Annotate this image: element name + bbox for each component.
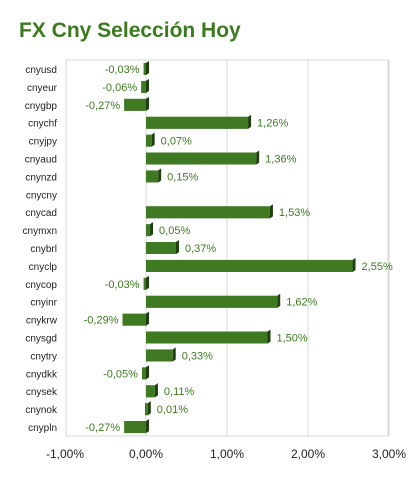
bar bbox=[146, 295, 278, 308]
bar bbox=[146, 349, 173, 362]
bar bbox=[146, 170, 159, 183]
bar bbox=[146, 152, 257, 165]
bar bbox=[143, 277, 146, 290]
category-label: cnysek bbox=[26, 387, 58, 398]
bar bbox=[124, 421, 146, 433]
bar bbox=[146, 206, 270, 219]
bar bbox=[146, 116, 249, 129]
bar-side bbox=[269, 204, 273, 219]
data-label: 1,26% bbox=[257, 118, 288, 130]
bar bbox=[146, 242, 176, 254]
bar-side bbox=[151, 132, 155, 147]
bar bbox=[122, 313, 146, 326]
bar-side bbox=[146, 78, 149, 93]
bar-side bbox=[146, 275, 149, 290]
category-label: cnyclp bbox=[29, 262, 58, 273]
chart-title: FX Cny Selección Hoy bbox=[19, 19, 241, 42]
bar-side bbox=[146, 419, 149, 433]
data-label: 1,53% bbox=[279, 207, 310, 219]
category-label: cnycad bbox=[25, 208, 57, 219]
bar-side bbox=[158, 168, 162, 183]
bar bbox=[146, 385, 155, 398]
bar bbox=[124, 98, 146, 111]
bar bbox=[143, 63, 146, 75]
data-label: -0,27% bbox=[85, 100, 120, 112]
x-tick-label: 2,00% bbox=[291, 447, 325, 461]
data-label: 0,05% bbox=[159, 225, 190, 237]
data-label: -0,03% bbox=[105, 279, 140, 291]
category-label: cnykrw bbox=[26, 316, 58, 327]
category-label: cnycop bbox=[25, 280, 57, 291]
data-label: -0,03% bbox=[105, 64, 140, 76]
bar bbox=[146, 259, 353, 272]
bar bbox=[141, 80, 146, 93]
category-label: cnydkk bbox=[26, 369, 58, 380]
category-label: cnyinr bbox=[30, 298, 57, 309]
category-label: cnynok bbox=[25, 405, 58, 416]
category-label: cnysgd bbox=[25, 334, 57, 345]
category-label: cnytry bbox=[30, 351, 57, 362]
bar-side bbox=[150, 222, 154, 237]
bar-side bbox=[147, 401, 151, 416]
bar bbox=[145, 403, 148, 416]
bar-side bbox=[175, 240, 179, 254]
bar-side bbox=[146, 365, 149, 380]
data-label: 1,36% bbox=[265, 154, 296, 166]
category-label: cnypln bbox=[28, 423, 57, 434]
bar-side bbox=[267, 329, 271, 344]
bar-side bbox=[277, 293, 281, 308]
category-label: cnygbp bbox=[25, 101, 58, 112]
category-label: cnyjpy bbox=[29, 137, 57, 148]
category-label: cnychf bbox=[28, 119, 57, 130]
data-label: -0,29% bbox=[84, 315, 119, 327]
bar-side bbox=[352, 257, 356, 272]
data-label: 0,07% bbox=[161, 136, 192, 148]
bar bbox=[146, 134, 152, 147]
data-label: 0,37% bbox=[185, 243, 216, 255]
bar-side bbox=[256, 150, 260, 165]
x-tick-label: -1,00% bbox=[46, 447, 84, 461]
x-tick-label: 1,00% bbox=[210, 447, 244, 461]
category-label: cnynzd bbox=[25, 172, 57, 183]
data-label: 1,50% bbox=[277, 333, 308, 345]
data-label: -0,05% bbox=[103, 368, 138, 380]
data-label: 0,01% bbox=[157, 404, 188, 416]
bar bbox=[146, 331, 268, 344]
data-label: -0,27% bbox=[85, 422, 120, 434]
data-label: 0,33% bbox=[182, 350, 213, 362]
x-tick-label: 3,00% bbox=[372, 447, 406, 461]
data-label: 1,62% bbox=[286, 297, 317, 309]
bar-side bbox=[248, 114, 252, 129]
category-label: cnyusd bbox=[25, 65, 57, 76]
category-label: cnycny bbox=[26, 190, 57, 201]
data-label: 0,11% bbox=[164, 386, 195, 398]
bar-side bbox=[146, 61, 149, 75]
bar-side bbox=[146, 311, 149, 326]
bar-side bbox=[146, 96, 149, 111]
data-label: 0,15% bbox=[167, 171, 198, 183]
bar-side bbox=[154, 383, 158, 398]
bar bbox=[141, 367, 146, 380]
category-label: cnybrl bbox=[30, 244, 57, 255]
data-label: 2,55% bbox=[362, 261, 393, 273]
category-label: cnyaud bbox=[25, 155, 57, 166]
category-label: cnymxn bbox=[23, 226, 57, 237]
data-label: -0,06% bbox=[102, 82, 137, 94]
x-tick-label: 0,00% bbox=[129, 447, 163, 461]
category-label: cnyeur bbox=[27, 83, 58, 94]
bar bbox=[146, 224, 151, 237]
bar-side bbox=[172, 347, 176, 362]
